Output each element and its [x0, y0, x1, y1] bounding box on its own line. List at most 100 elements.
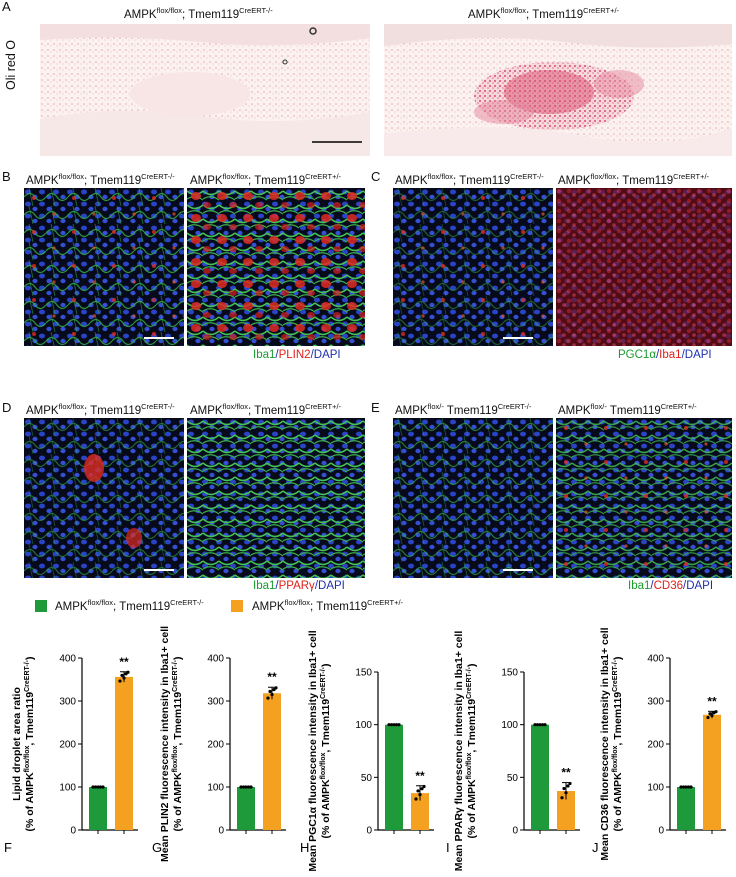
- y-tick-label: 0: [70, 826, 76, 837]
- chart-letter: F: [4, 840, 12, 855]
- panel-b-ctrl-title: AMPKflox/flox; Tmem119CreERT-/-: [26, 172, 175, 187]
- bar-control: [531, 724, 549, 830]
- data-point: [535, 723, 540, 727]
- y-tick-label: 300: [59, 697, 76, 708]
- data-point: [101, 785, 105, 789]
- data-point: [126, 670, 130, 674]
- data-point: [568, 781, 572, 786]
- y-axis-label: Mean CD36 fluorescence intensity in Iba1…: [599, 627, 624, 860]
- data-point: [420, 787, 424, 791]
- chart-f: F Lipid droplet area ratio(% of AMPKflox/…: [0, 620, 148, 872]
- legend-swatch-knockout: [231, 600, 243, 612]
- oil-red-o-image-knockout: [384, 24, 732, 156]
- data-point: [538, 723, 542, 727]
- bar-knockout: [703, 714, 721, 830]
- panel-c-stain-legend: PGC1α/Iba1/DAPI: [618, 349, 712, 361]
- y-tick-label: 400: [59, 654, 76, 665]
- bar-control: [89, 787, 107, 830]
- panel-letter-c: C: [371, 169, 381, 184]
- data-point: [566, 784, 570, 788]
- data-point: [689, 785, 693, 789]
- data-point: [710, 713, 714, 718]
- y-tick-label: 400: [207, 654, 224, 665]
- data-point: [246, 785, 251, 789]
- y-tick-label: 300: [207, 697, 224, 708]
- significance-marker: **: [119, 655, 129, 669]
- data-point: [387, 723, 391, 727]
- data-point: [414, 797, 418, 801]
- y-tick-label: 200: [59, 740, 76, 751]
- chart-g: G Mean PLIN2 fluorescence intensity in Ib…: [148, 620, 296, 872]
- chart-svg-i: I Mean PPARγ fluorescence intensity in Ib…: [446, 631, 580, 872]
- y-tick-label: 150: [355, 668, 372, 679]
- panel-b-ctrl-image: [24, 188, 184, 346]
- panel-b-ko-image: [187, 188, 365, 346]
- y-axis-label: Mean PPARγ fluorescence intensity in Iba…: [453, 631, 478, 872]
- oil-red-o-image-control: [40, 24, 370, 156]
- chart-svg-f: F Lipid droplet area ratio(% of AMPKflox/…: [4, 654, 138, 855]
- y-tick-label: 100: [59, 783, 76, 794]
- bar-control: [385, 724, 403, 830]
- panel-b-stain-legend: Iba1/PLIN2/DAPI: [253, 349, 341, 361]
- panel-c-ctrl-image: [393, 188, 553, 346]
- legend-swatch-control: [35, 600, 47, 612]
- bar-control: [237, 787, 255, 830]
- panel-e-ctrl-title: AMPKflox/- Tmem119CreERT-/-: [395, 402, 532, 417]
- y-tick-label: 50: [507, 773, 519, 784]
- data-point: [249, 785, 253, 789]
- chart-svg-j: J Mean CD36 fluorescence intensity in Iba…: [592, 627, 726, 861]
- panel-c-ko-title: AMPKflox/flox; Tmem119CreERT+/-: [558, 172, 710, 187]
- data-point: [562, 786, 566, 791]
- data-point: [543, 723, 547, 727]
- panel-letter-e: E: [371, 400, 380, 415]
- bar-knockout: [411, 793, 429, 830]
- significance-marker: **: [415, 769, 425, 783]
- data-point: [268, 689, 272, 694]
- panel-d-ko-title: AMPKflox/flox; Tmem119CreERT+/-: [190, 402, 342, 417]
- y-tick-label: 150: [501, 668, 518, 679]
- data-point: [418, 793, 422, 797]
- data-point: [397, 723, 401, 727]
- y-tick-label: 200: [207, 740, 224, 751]
- panel-c-ko-image: [556, 188, 732, 346]
- y-tick-label: 400: [647, 654, 664, 665]
- y-tick-label: 100: [207, 783, 224, 794]
- data-point: [274, 686, 278, 690]
- chart-letter: J: [592, 840, 599, 855]
- data-point: [706, 715, 710, 720]
- data-point: [120, 673, 124, 677]
- panel-a-group1-title: AMPKflox/flox; Tmem119CreERT-/-: [124, 6, 273, 21]
- panel-letter-d: D: [2, 400, 12, 415]
- y-tick-label: 100: [501, 720, 518, 731]
- panel-d-stain-legend: Iba1/PPARγ/DAPI: [253, 580, 345, 592]
- y-axis-label: Mean PGC1α fluorescence intensity in Iba…: [307, 630, 332, 871]
- data-point: [679, 785, 683, 789]
- panel-a-group2-title: AMPKflox/flox; Tmem119CreERT+/-: [468, 6, 620, 21]
- panel-e-ko-image: [556, 418, 732, 578]
- significance-marker: **: [267, 670, 277, 684]
- panel-e-stain-legend: Iba1/CD36/DAPI: [628, 580, 714, 592]
- chart-j: J Mean CD36 fluorescence intensity in Iba…: [588, 620, 736, 872]
- y-tick-label: 100: [355, 720, 372, 731]
- y-tick-label: 200: [647, 740, 664, 751]
- data-point: [686, 785, 691, 789]
- data-point: [266, 696, 270, 700]
- panel-e-ko-title: AMPKflox/- Tmem119CreERT+/-: [558, 402, 697, 417]
- bar-control: [677, 787, 695, 830]
- data-point: [714, 710, 718, 714]
- data-point: [392, 723, 396, 727]
- y-tick-label: 100: [647, 783, 664, 794]
- data-point: [122, 676, 126, 680]
- chart-letter: H: [300, 840, 309, 855]
- panel-letter-a: A: [2, 0, 11, 14]
- y-tick-label: 0: [658, 826, 664, 837]
- data-point: [416, 789, 420, 793]
- significance-marker: **: [561, 766, 571, 780]
- data-point: [98, 785, 103, 789]
- data-point: [422, 784, 426, 789]
- data-point: [241, 785, 246, 789]
- chart-i: I Mean PPARγ fluorescence intensity in Ib…: [442, 620, 588, 872]
- bar-knockout: [115, 676, 133, 830]
- panel-d-ctrl-image: [24, 418, 184, 578]
- y-tick-label: 0: [512, 826, 518, 837]
